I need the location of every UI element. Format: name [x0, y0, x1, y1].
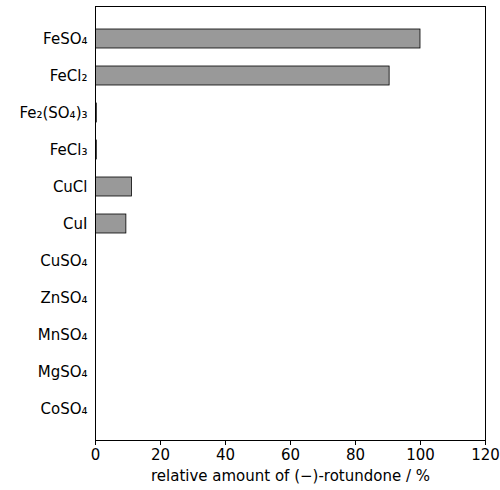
svg-text:FeCl₃: FeCl₃ — [50, 141, 88, 159]
svg-text:relative amount of (−)-rotundo: relative amount of (−)-rotundone / % — [151, 467, 430, 485]
svg-text:FeSO₄: FeSO₄ — [43, 30, 87, 48]
svg-text:Fe₂(SO₄)₃: Fe₂(SO₄)₃ — [19, 104, 87, 122]
svg-text:FeCl₂: FeCl₂ — [50, 67, 88, 85]
svg-text:CuI: CuI — [63, 215, 87, 233]
svg-text:CuCl: CuCl — [53, 178, 88, 196]
svg-text:60: 60 — [281, 446, 300, 464]
svg-text:CuSO₄: CuSO₄ — [40, 252, 87, 270]
svg-text:MnSO₄: MnSO₄ — [38, 326, 88, 344]
svg-text:100: 100 — [406, 446, 435, 464]
svg-text:40: 40 — [216, 446, 235, 464]
svg-text:120: 120 — [471, 446, 500, 464]
svg-text:0: 0 — [91, 446, 101, 464]
svg-text:CoSO₄: CoSO₄ — [41, 400, 88, 418]
svg-text:20: 20 — [151, 446, 170, 464]
svg-text:MgSO₄: MgSO₄ — [38, 363, 88, 381]
svg-text:ZnSO₄: ZnSO₄ — [40, 289, 87, 307]
svg-text:80: 80 — [346, 446, 365, 464]
